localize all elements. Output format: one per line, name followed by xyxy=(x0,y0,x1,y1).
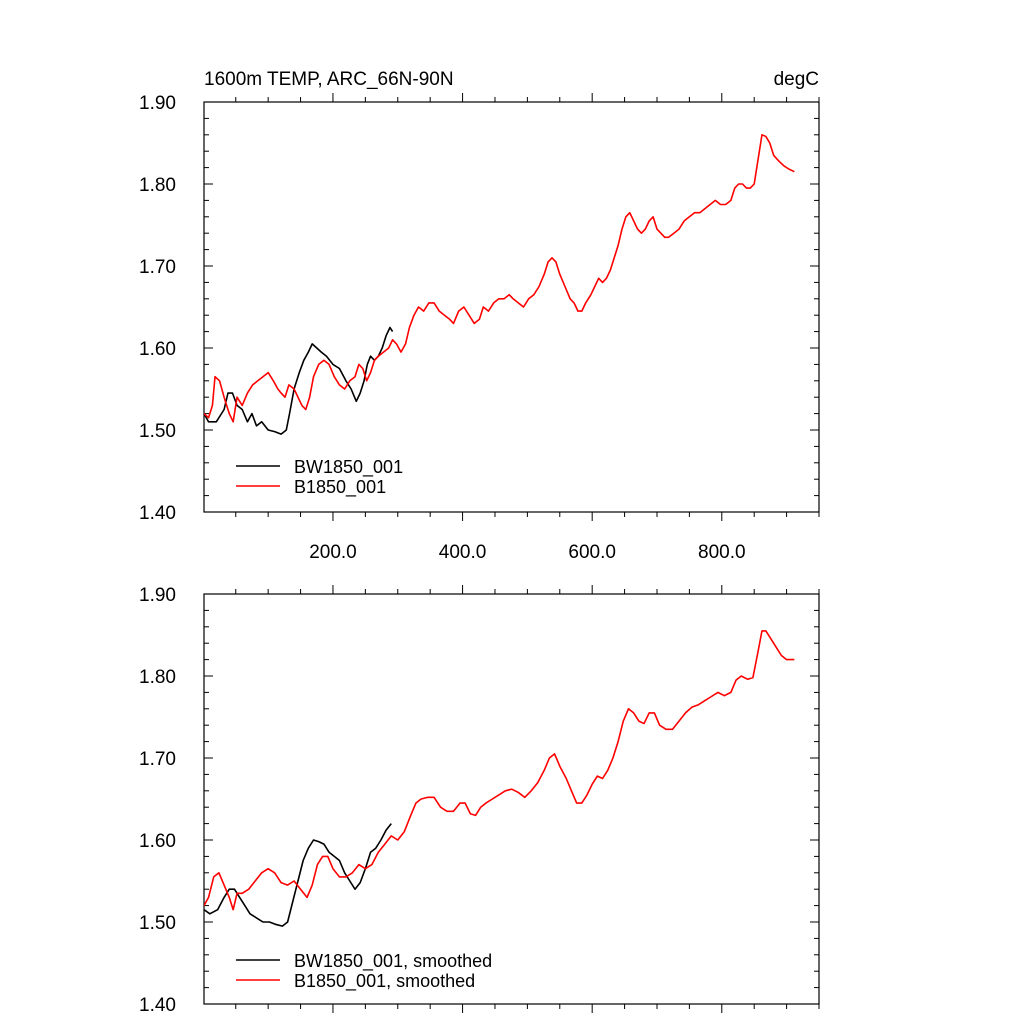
legend-label: BW1850_001, smoothed xyxy=(294,951,492,972)
legend-label: B1850_001 xyxy=(294,477,386,498)
x-tick-label: 200.0 xyxy=(309,542,357,563)
y-tick-label: 1.60 xyxy=(139,831,176,852)
chart-panel-2: 1.90 1.80 1.70 1.60 1.50 1.40 BW1850_001, smoo… xyxy=(139,585,820,1016)
series-line-black xyxy=(204,823,392,927)
y-tick-label: 1.70 xyxy=(139,257,176,278)
chart-title: 1600m TEMP, ARC_66N-90N xyxy=(204,69,454,90)
y-tick-label: 1.50 xyxy=(139,913,176,934)
y-tick-label: 1.70 xyxy=(139,749,176,770)
y-tick-label: 1.80 xyxy=(139,175,176,196)
series-line-black xyxy=(204,326,394,435)
legend-label: B1850_001, smoothed xyxy=(294,971,475,992)
plot-frame xyxy=(203,101,820,513)
plot-frame xyxy=(203,593,820,1005)
y-tick-label: 1.40 xyxy=(139,995,176,1016)
x-tick-label: 400.0 xyxy=(439,542,487,563)
units-label: degC xyxy=(774,69,819,90)
y-tick-label: 1.90 xyxy=(139,585,176,606)
chart-panel-1: 1.90 1.80 1.70 1.60 1.50 1.40 200.0 400.0 600.0 8… xyxy=(139,69,820,563)
y-tick-label: 1.80 xyxy=(139,667,176,688)
y-tick-label: 1.60 xyxy=(139,339,176,360)
series-line-red xyxy=(204,630,795,911)
x-tick-label: 600.0 xyxy=(568,542,616,563)
legend-label: BW1850_001 xyxy=(294,457,403,478)
y-tick-label: 1.90 xyxy=(139,93,176,114)
x-tick-label: 800.0 xyxy=(698,542,746,563)
y-tick-label: 1.50 xyxy=(139,421,176,442)
y-tick-label: 1.40 xyxy=(139,503,176,524)
series-line-red xyxy=(204,134,795,423)
